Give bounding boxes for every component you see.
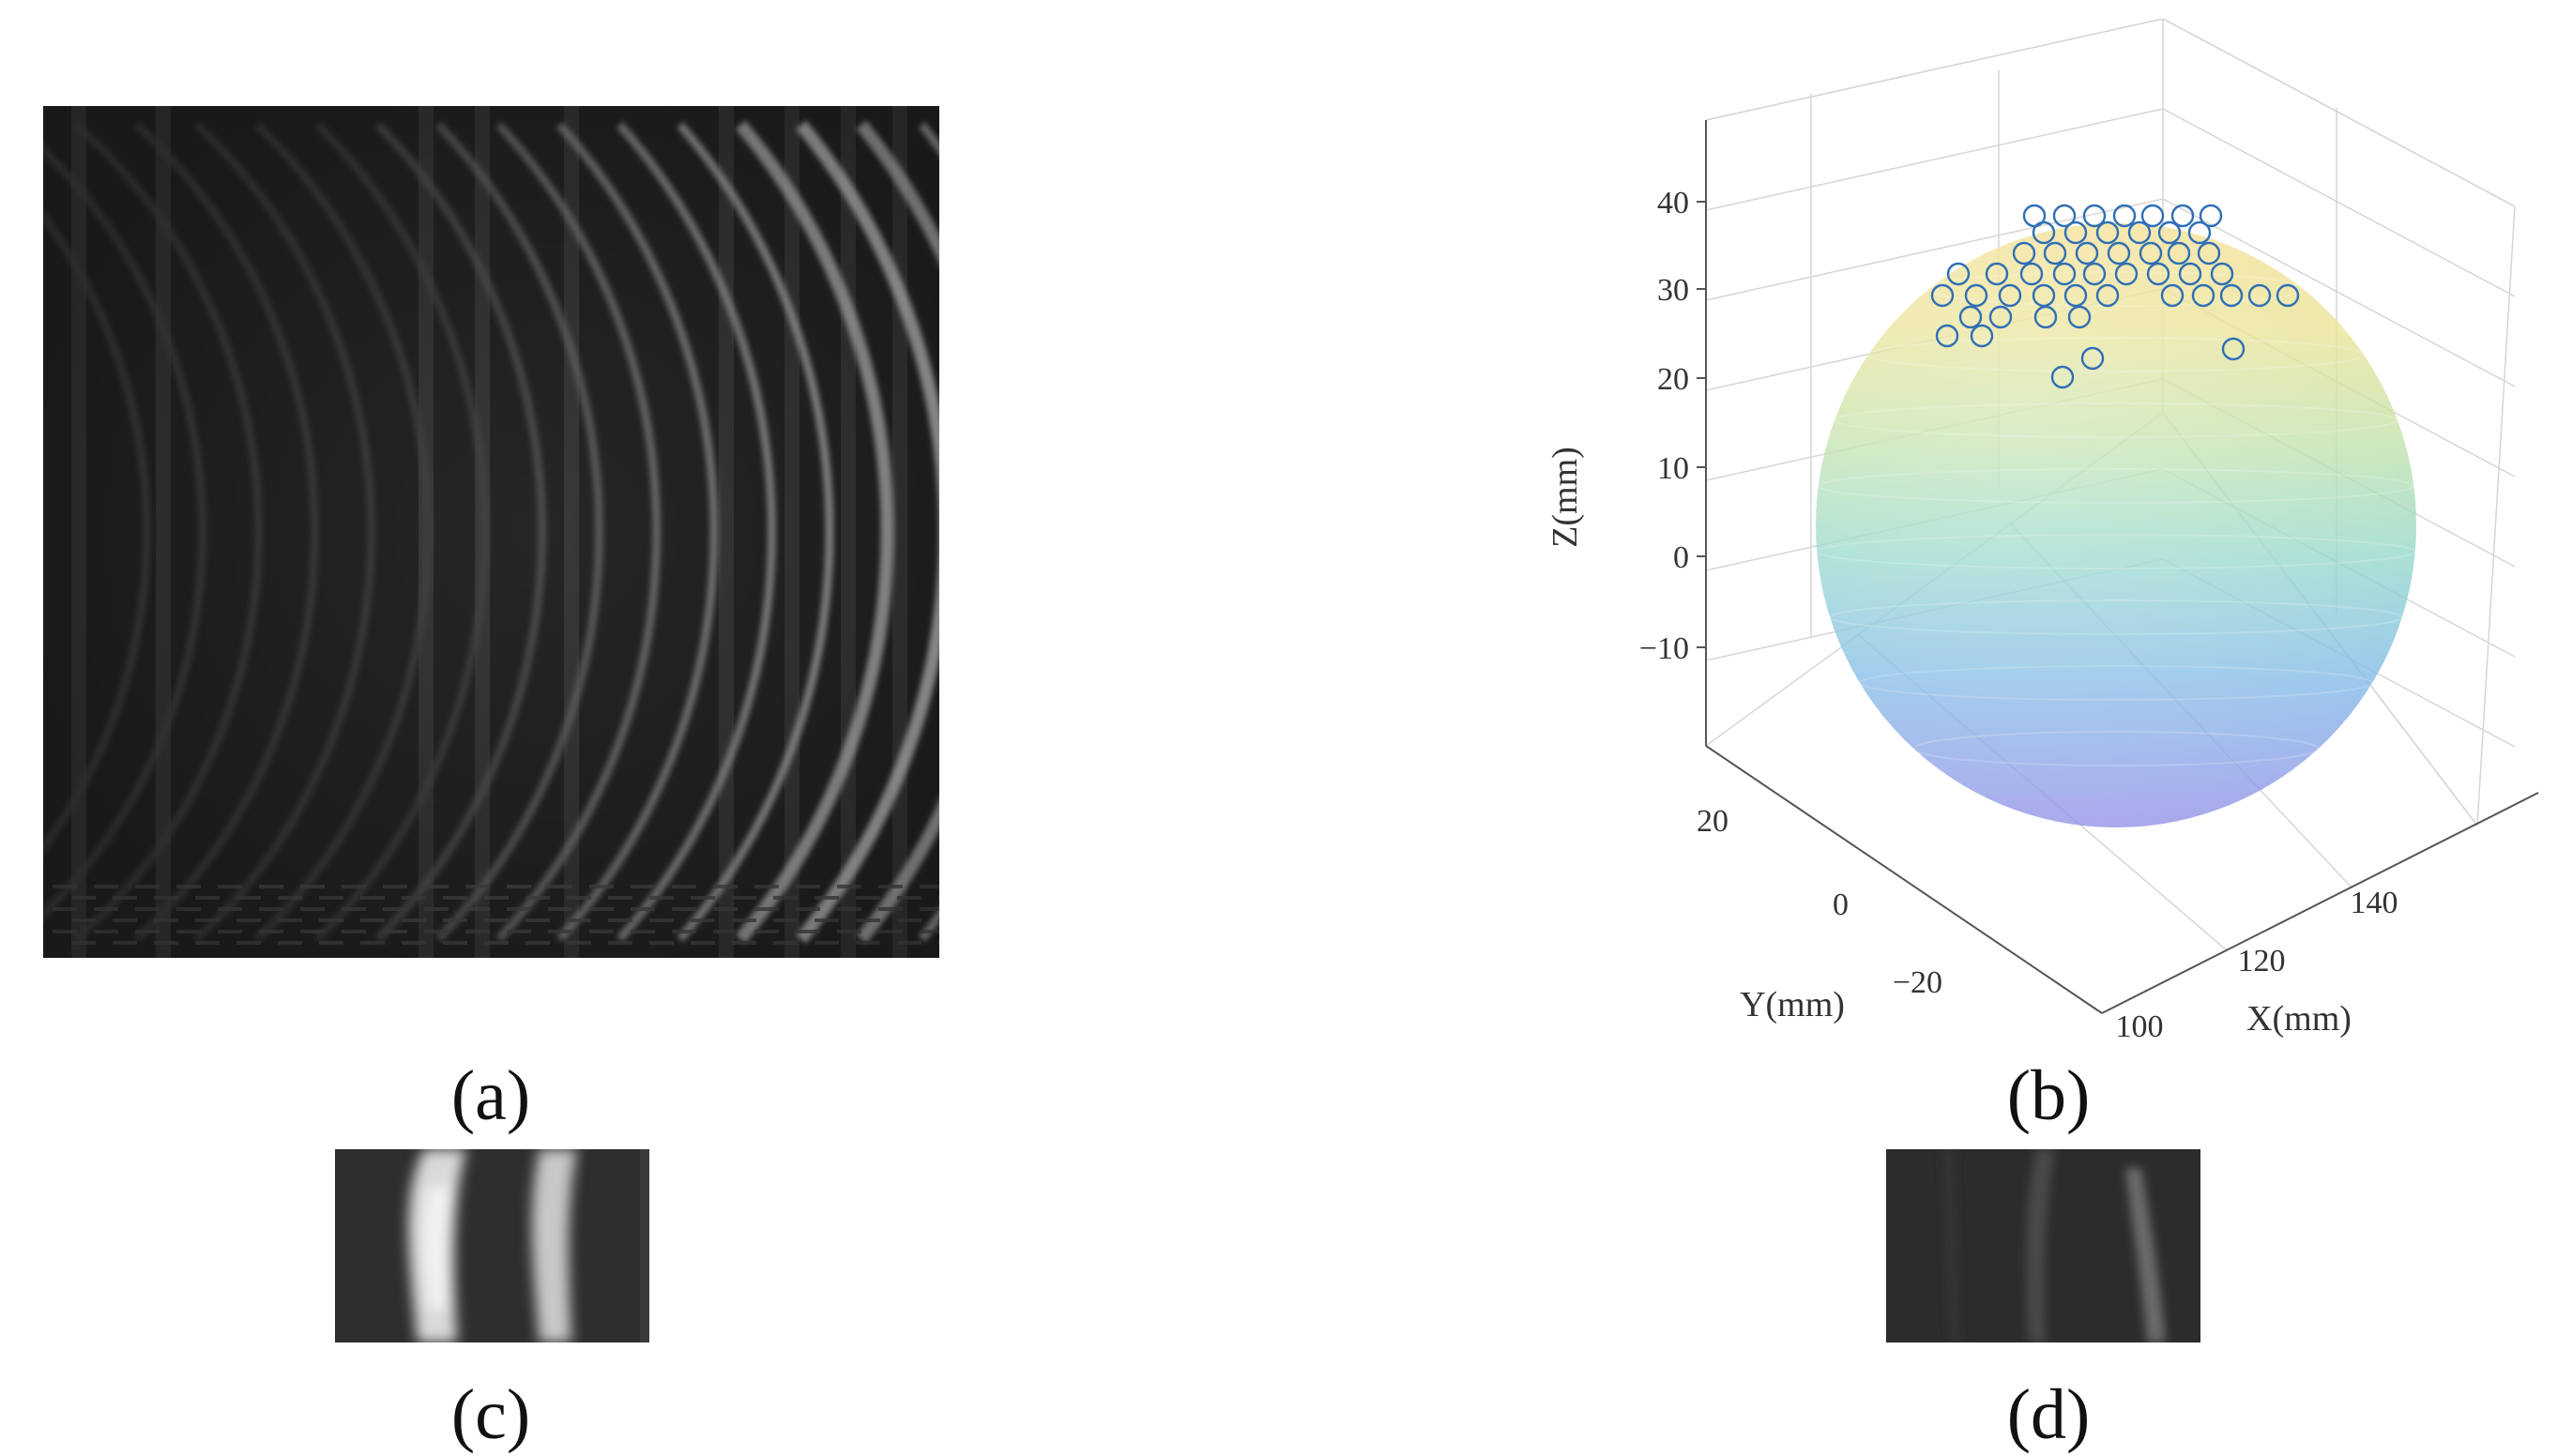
scatter-point bbox=[1988, 305, 2013, 329]
scatter-point bbox=[2221, 337, 2246, 361]
x-tick-label: 120 bbox=[2238, 944, 2286, 978]
sphere-band bbox=[1829, 599, 2403, 635]
fringe-image-a bbox=[43, 106, 939, 958]
sphere-plot-b: 40 30 20 10 0 −10 20 0 −20 100 120 140 Z(mm) Y(mm) … bbox=[1501, 18, 2552, 1069]
sphere-band bbox=[1817, 468, 2415, 504]
y-tick-label: 0 bbox=[1833, 887, 1849, 922]
scatter-point bbox=[1985, 262, 2009, 286]
z-axis-label: Z(mm) bbox=[1545, 447, 1585, 548]
scatter-point bbox=[2032, 220, 2056, 245]
scatter-point bbox=[2095, 220, 2120, 245]
y-tick-label: 20 bbox=[1697, 804, 1728, 839]
scatter-point bbox=[2191, 283, 2215, 308]
scatter-point bbox=[2114, 262, 2139, 286]
scatter-point bbox=[2052, 262, 2077, 286]
scatter-point bbox=[1930, 283, 1955, 308]
caption-c: (c) bbox=[450, 1375, 531, 1454]
zoom-d-svg bbox=[1886, 1149, 2200, 1342]
scatter-point bbox=[2050, 365, 2075, 389]
sphere-surface bbox=[1816, 223, 2416, 827]
scatter-point bbox=[2082, 204, 2107, 228]
axis-lines bbox=[1705, 120, 2539, 1014]
y-axis-label: Y(mm) bbox=[1740, 985, 1845, 1024]
sphere-band bbox=[1859, 665, 2373, 701]
scatter-point bbox=[2170, 204, 2195, 228]
scatter-point bbox=[2199, 204, 2223, 228]
sphere-band bbox=[1833, 402, 2399, 438]
caption-a: (a) bbox=[450, 1056, 531, 1135]
caption-d: (d) bbox=[2006, 1375, 2091, 1454]
scatter-point bbox=[2095, 283, 2120, 308]
scatter-point bbox=[2075, 241, 2099, 265]
scatter-point bbox=[2160, 283, 2185, 308]
scatter-point bbox=[2146, 262, 2170, 286]
caption-b: (b) bbox=[2006, 1056, 2091, 1135]
x-axis-label: X(mm) bbox=[2246, 999, 2352, 1039]
scatter-point bbox=[2276, 283, 2300, 308]
scatter-point bbox=[1970, 324, 1994, 348]
scatter-point bbox=[2067, 305, 2092, 329]
x-axis bbox=[2101, 792, 2539, 1014]
scatter-point bbox=[1935, 324, 1959, 348]
scatter-point bbox=[2019, 262, 2044, 286]
z-tick-label: 40 bbox=[1657, 186, 1689, 220]
grid-line bbox=[2162, 198, 2516, 387]
scatter-point bbox=[2157, 220, 2182, 245]
sphere-band bbox=[1816, 534, 2416, 569]
scatter-point bbox=[2140, 204, 2165, 228]
scatter-point bbox=[1998, 283, 2022, 308]
grid-line bbox=[2162, 18, 2516, 207]
scatter-point bbox=[2139, 241, 2163, 265]
scatter-point bbox=[2012, 241, 2036, 265]
grid-line bbox=[2162, 108, 2516, 297]
fringe-pattern-svg bbox=[43, 106, 939, 958]
zoom-image-d bbox=[1886, 1149, 2200, 1342]
scatter-point bbox=[2082, 262, 2107, 286]
y-axis bbox=[1705, 745, 2103, 1014]
scatter-point bbox=[2210, 262, 2234, 286]
sphere-band bbox=[1867, 337, 2365, 372]
z-tick-label: −10 bbox=[1639, 631, 1689, 666]
scatter-point bbox=[1958, 305, 1983, 329]
grid-line bbox=[1705, 18, 2164, 121]
scatter-point bbox=[2112, 204, 2137, 228]
scatter-points bbox=[1930, 204, 2300, 389]
x-tick-label: 140 bbox=[2351, 886, 2398, 920]
zoom-image-c bbox=[335, 1149, 649, 1342]
z-tick-label: 10 bbox=[1657, 451, 1689, 486]
scatter-point bbox=[2043, 241, 2067, 265]
scatter-point bbox=[2127, 220, 2152, 245]
y-tick-label: −20 bbox=[1893, 965, 1942, 1000]
scatter-point bbox=[2167, 241, 2191, 265]
scatter-point bbox=[2063, 283, 2088, 308]
sphere-band bbox=[1912, 731, 2320, 766]
scatter-point bbox=[2219, 283, 2244, 308]
scatter-point bbox=[2178, 262, 2202, 286]
z-tick-label: 0 bbox=[1673, 540, 1689, 575]
grid-line bbox=[1705, 198, 2164, 301]
scatter-point bbox=[2197, 241, 2221, 265]
scatter-point bbox=[2187, 220, 2212, 245]
scatter-point bbox=[2247, 283, 2272, 308]
scatter-point bbox=[1946, 262, 1971, 286]
grid-line bbox=[1705, 108, 2164, 211]
zoom-c-svg bbox=[335, 1149, 649, 1342]
grid-line bbox=[2476, 205, 2516, 827]
scatter-point bbox=[2063, 220, 2088, 245]
z-tick-label: 30 bbox=[1657, 273, 1689, 308]
scatter-point bbox=[2052, 204, 2077, 228]
scatter-point bbox=[2107, 241, 2131, 265]
scatter-point bbox=[2022, 204, 2047, 228]
scatter-point bbox=[2080, 346, 2105, 371]
x-tick-label: 100 bbox=[2116, 1009, 2164, 1044]
z-tick-label: 20 bbox=[1657, 362, 1689, 397]
scatter-point bbox=[2033, 305, 2058, 329]
scatter-point bbox=[1964, 283, 1988, 308]
